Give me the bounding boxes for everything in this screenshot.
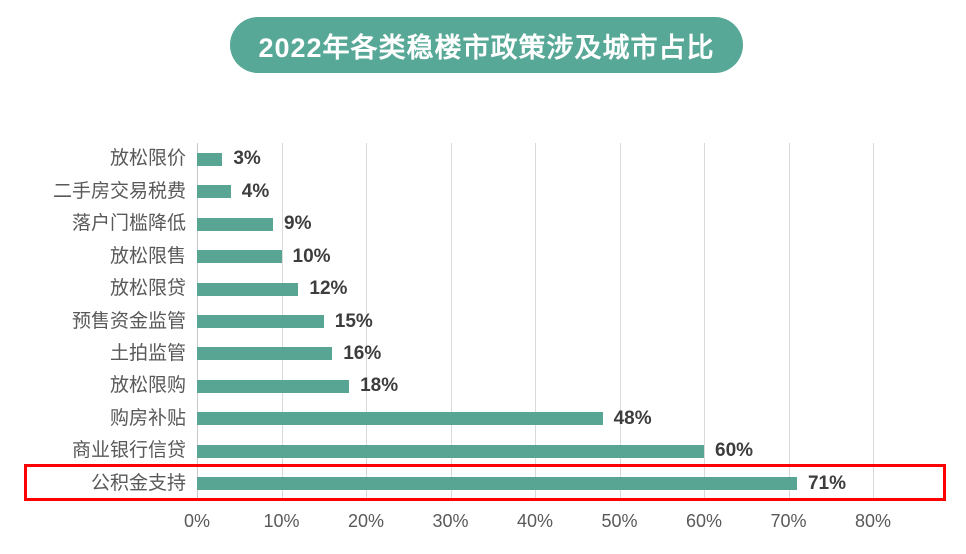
bar — [197, 412, 603, 426]
category-label: 二手房交易税费 — [52, 180, 186, 202]
category-label: 土拍监管 — [109, 342, 186, 364]
category-label: 放松限贷 — [109, 278, 186, 300]
x-tick-label: 70% — [770, 511, 807, 531]
value-label: 71% — [807, 472, 846, 494]
category-label: 放松限售 — [109, 245, 186, 267]
gridline — [619, 143, 621, 500]
gridline — [366, 143, 367, 500]
x-tick-label: 50% — [601, 511, 638, 531]
bar — [197, 152, 223, 166]
x-tick-label: 60% — [685, 511, 723, 531]
bar — [197, 185, 231, 199]
value-label: 12% — [309, 278, 348, 300]
value-label: 60% — [715, 440, 754, 462]
bar — [197, 444, 704, 458]
x-tick-label: 80% — [854, 511, 892, 531]
x-tick-label: 40% — [516, 511, 554, 531]
x-tick-label: 20% — [347, 511, 385, 531]
x-tick-label: 0% — [183, 511, 210, 531]
bar — [197, 315, 324, 328]
chart-title-pill: 2022年各类稳楼市政策涉及城市占比 — [230, 17, 743, 73]
value-label: 10% — [292, 245, 331, 267]
category-label: 放松限购 — [109, 375, 186, 397]
category-label: 购房补贴 — [109, 407, 186, 429]
gridline — [704, 143, 705, 500]
gridline — [873, 143, 874, 500]
bar — [197, 379, 350, 393]
bar — [197, 250, 282, 264]
value-label: 9% — [284, 213, 312, 235]
gridline — [450, 143, 452, 500]
category-label: 预售资金监管 — [71, 310, 186, 332]
bar — [197, 282, 299, 296]
bar — [197, 477, 797, 491]
gridline — [535, 143, 536, 500]
value-label: 4% — [241, 180, 270, 202]
x-tick-label: 10% — [263, 511, 300, 531]
chart-title: 2022年各类稳楼市政策涉及城市占比 — [258, 32, 715, 63]
category-label: 放松限价 — [109, 148, 186, 170]
value-label: 18% — [360, 375, 399, 397]
gridline — [788, 143, 790, 500]
category-label: 落户门槛降低 — [71, 213, 186, 235]
x-tick-label: 30% — [432, 511, 469, 531]
bar — [197, 347, 333, 361]
value-label: 16% — [343, 342, 382, 364]
value-label: 3% — [233, 148, 261, 170]
value-label: 48% — [613, 407, 652, 429]
category-label: 公积金支持 — [90, 472, 186, 494]
value-label: 15% — [334, 310, 373, 332]
bar — [197, 217, 274, 231]
highlight-box-red — [24, 464, 946, 501]
category-label: 商业银行信贷 — [71, 440, 186, 462]
